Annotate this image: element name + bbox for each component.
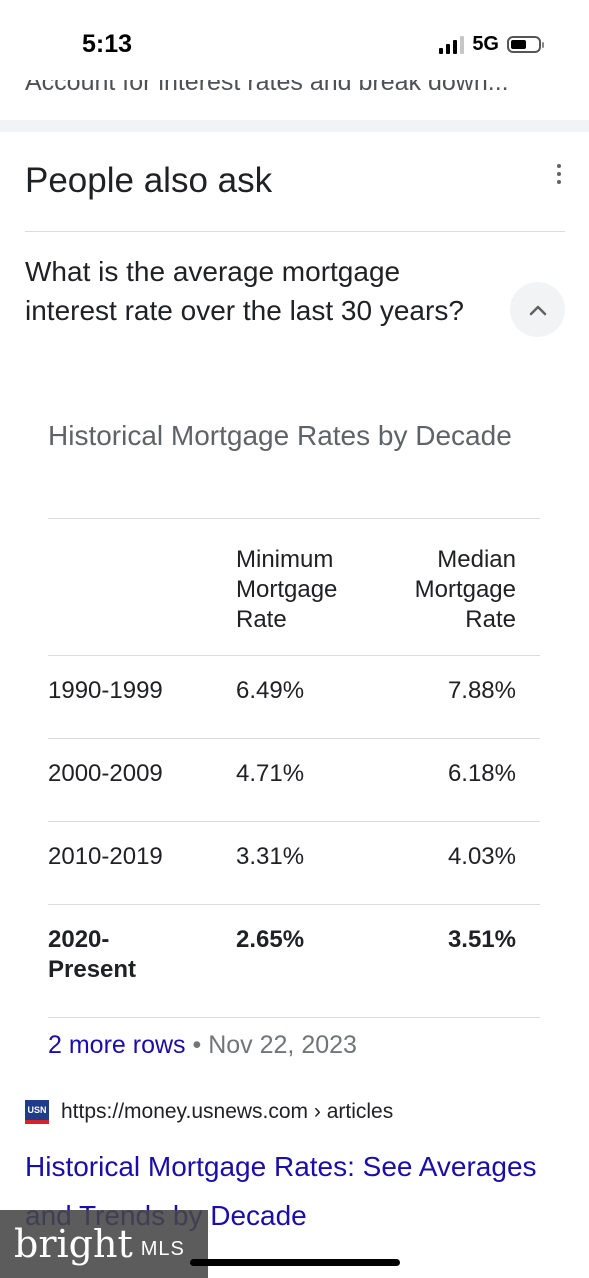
paa-question[interactable]: What is the average mortgage interest ra… — [25, 256, 464, 326]
cell-median: 4.03% — [366, 821, 540, 905]
more-rows-link[interactable]: 2 more rows — [48, 1031, 186, 1059]
cell-minimum: 3.31% — [236, 821, 366, 905]
table-row: 2020-Present 2.65% 3.51% — [48, 904, 540, 1018]
cell-minimum: 6.49% — [236, 655, 366, 739]
cell-median: 7.88% — [366, 655, 540, 739]
more-rows-line: 2 more rows • Nov 22, 2023 — [48, 1031, 357, 1060]
answer-date: Nov 22, 2023 — [208, 1031, 357, 1059]
cell-minimum: 4.71% — [236, 738, 366, 822]
usnews-favicon-icon: USN — [25, 1100, 49, 1124]
home-indicator[interactable] — [190, 1259, 400, 1266]
separator-dot: • — [192, 1031, 202, 1059]
status-indicators: 5G — [439, 33, 544, 56]
section-divider — [0, 120, 589, 132]
column-header-decade — [48, 518, 236, 656]
bright-mls-watermark: bright MLS — [0, 1210, 208, 1278]
battery-icon — [507, 36, 544, 53]
people-also-ask-title: People also ask — [25, 161, 273, 200]
table-header-row: Minimum Mortgage Rate Median Mortgage Ra… — [48, 518, 540, 656]
cell-decade: 2020-Present — [48, 904, 236, 1018]
status-time: 5:13 — [82, 30, 133, 58]
network-type: 5G — [472, 33, 499, 55]
signal-icon — [439, 35, 465, 54]
column-header-median: Median Mortgage Rate — [366, 518, 540, 656]
table-row: 1990-1999 6.49% 7.88% — [48, 655, 540, 739]
divider — [25, 231, 565, 232]
table-row: 2000-2009 4.71% 6.18% — [48, 738, 540, 822]
table-row: 2010-2019 3.31% 4.03% — [48, 821, 540, 905]
collapse-button[interactable] — [510, 282, 565, 337]
cell-decade: 1990-1999 — [48, 655, 236, 739]
more-vert-icon[interactable] — [555, 164, 563, 184]
column-header-minimum: Minimum Mortgage Rate — [236, 518, 366, 656]
cell-median: 6.18% — [366, 738, 540, 822]
cell-decade: 2010-2019 — [48, 821, 236, 905]
cell-decade: 2000-2009 — [48, 738, 236, 822]
watermark-suffix: MLS — [140, 1237, 185, 1260]
source-attribution[interactable]: USN https://money.usnews.com › articles — [25, 1100, 393, 1124]
status-bar: 5:13 5G — [0, 0, 589, 80]
mortgage-rate-table: Minimum Mortgage Rate Median Mortgage Ra… — [48, 518, 540, 1018]
result-title-link[interactable]: Historical Mortgage Rates: See Averages … — [25, 1151, 537, 1231]
watermark-brand: bright — [14, 1222, 133, 1266]
cell-minimum: 2.65% — [236, 904, 366, 1018]
source-url[interactable]: https://money.usnews.com › articles — [61, 1100, 394, 1123]
answer-table-title: Historical Mortgage Rates by Decade — [48, 420, 512, 451]
cell-median: 3.51% — [366, 904, 540, 1018]
chevron-up-icon — [529, 305, 546, 315]
